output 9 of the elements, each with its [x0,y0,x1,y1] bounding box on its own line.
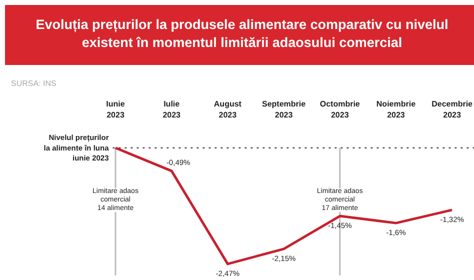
x-tick-label: Noiembrie 2023 [376,100,416,120]
text: SURSA: INS [11,78,56,90]
x-tick-label: Decembrie 2023 [432,100,474,120]
x-tick-label: Iulie 2023 [162,100,182,120]
chart-title: Evoluția prețurilor la produsele alimentare comparativ cu nivelul existent în momentul limitării adaosului comercial [34,16,450,52]
x-tick-label: Septembrie 2023 [262,100,306,120]
x-tick-label: Octombrie 2023 [320,100,360,120]
x-tick-label: Iunie 2023 [106,100,126,120]
x-tick-label: August 2023 [214,100,242,120]
